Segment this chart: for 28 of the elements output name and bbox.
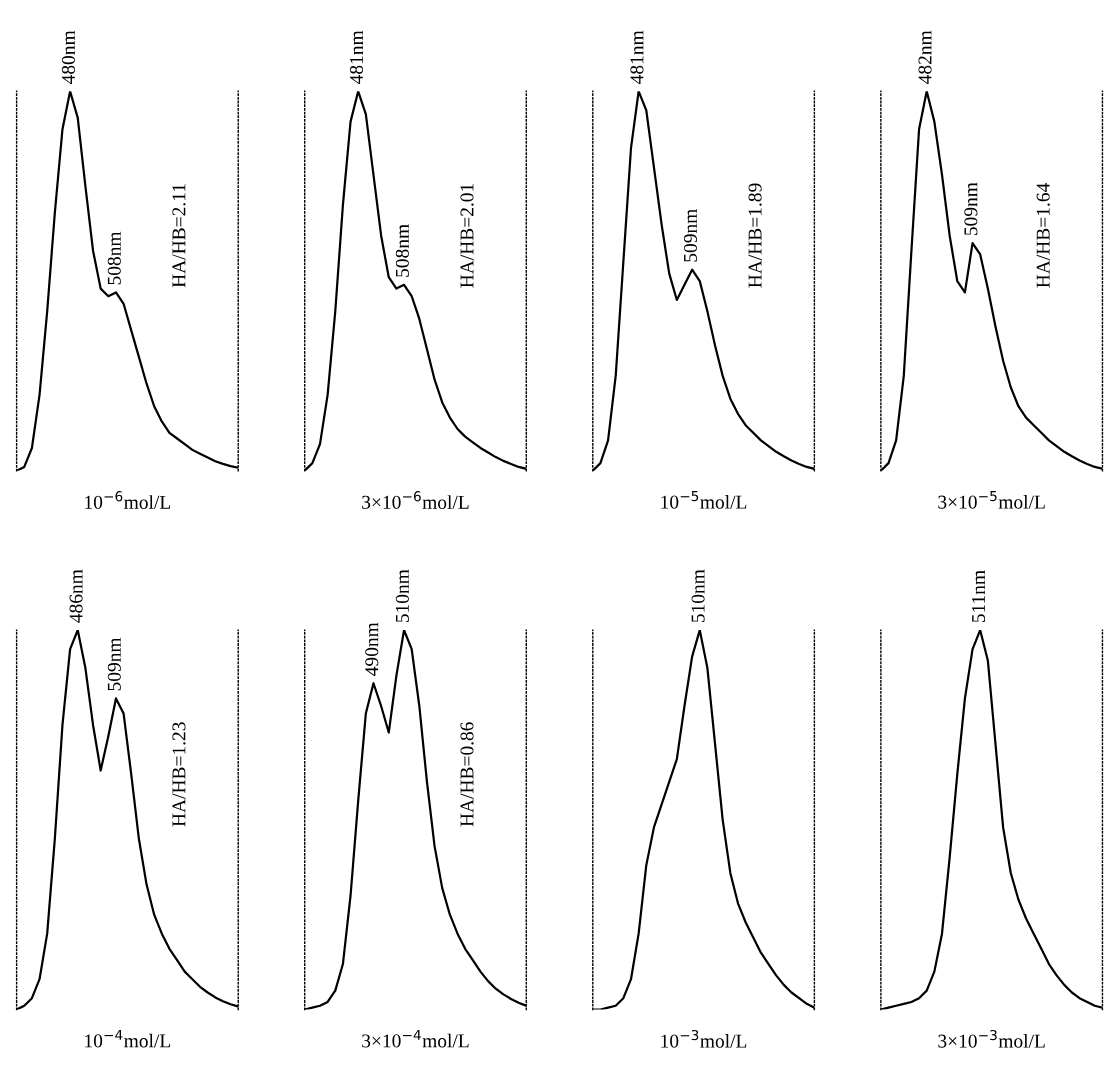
annotation: 509nm <box>964 182 978 235</box>
annotation: HA/HB=1.23 <box>172 722 186 827</box>
annotation: 480nm <box>61 30 75 84</box>
annotation: 481nm <box>630 30 644 84</box>
x-axis-title: 3×10$^{−3}$mol/L <box>938 1029 1045 1048</box>
annotation: 482nm <box>918 30 932 84</box>
annotation: 481nm <box>349 30 364 84</box>
x-axis-title: 3×10$^{−4}$mol/L <box>362 1029 469 1048</box>
annotation: 510nm <box>395 569 409 623</box>
annotation: 509nm <box>683 208 697 262</box>
annotation: HA/HB=2.01 <box>460 183 474 288</box>
annotation: HA/HB=1.89 <box>748 183 762 288</box>
annotation: 486nm <box>69 569 83 623</box>
annotation: 509nm <box>107 637 121 691</box>
annotation: 490nm <box>365 622 379 676</box>
annotation: 508nm <box>107 231 121 285</box>
annotation: HA/HB=1.64 <box>1036 183 1050 288</box>
x-axis-title: 10$^{−4}$mol/L <box>85 1029 171 1048</box>
annotation: 508nm <box>395 224 409 277</box>
x-axis-title: 3×10$^{−5}$mol/L <box>938 491 1045 509</box>
annotation: HA/HB=2.11 <box>172 184 186 288</box>
annotation: 510nm <box>691 569 705 623</box>
x-axis-title: 3×10$^{−6}$mol/L <box>362 491 469 509</box>
x-axis-title: 10$^{−6}$mol/L <box>85 491 171 509</box>
annotation: 511nm <box>972 570 986 623</box>
annotation: HA/HB=0.86 <box>460 722 474 827</box>
x-axis-title: 10$^{−3}$mol/L <box>661 1029 747 1048</box>
x-axis-title: 10$^{−5}$mol/L <box>661 491 747 509</box>
